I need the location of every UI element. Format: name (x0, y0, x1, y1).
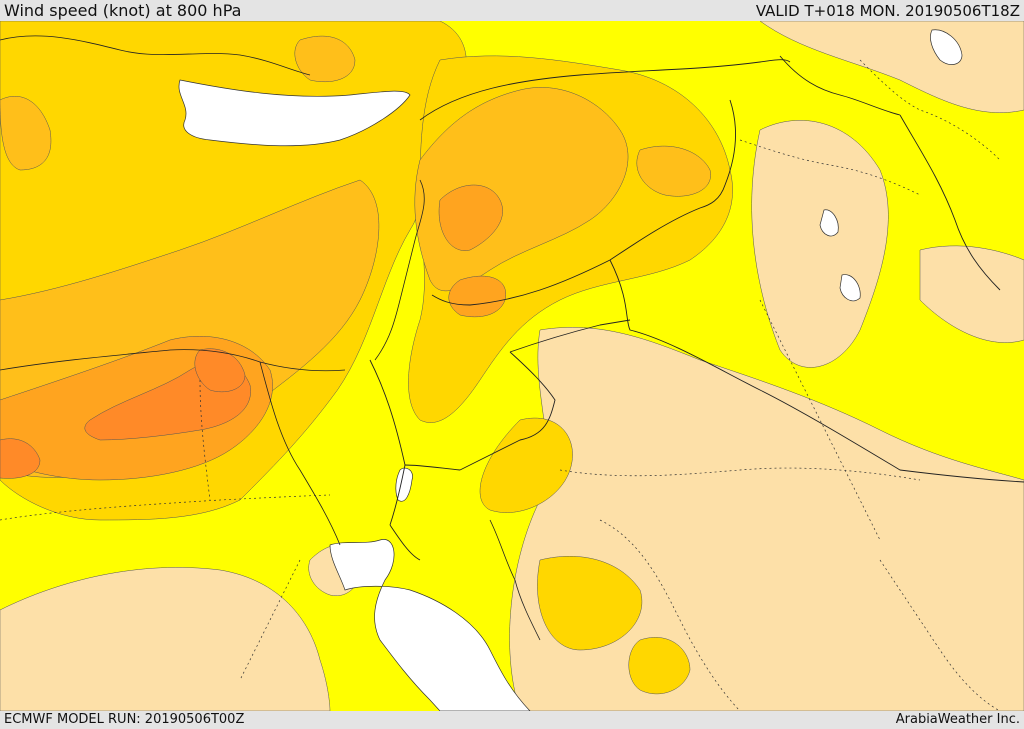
weather-map (0, 21, 1024, 711)
map-title: Wind speed (knot) at 800 hPa (4, 1, 242, 20)
footer-bar: ECMWF MODEL RUN: 20190506T00Z ArabiaWeat… (0, 711, 1024, 729)
valid-time: VALID T+018 MON. 20190506T18Z (755, 2, 1020, 20)
water-bodies (178, 29, 963, 711)
header-bar: Wind speed (knot) at 800 hPa VALID T+018… (0, 0, 1024, 21)
coastlines (0, 35, 541, 641)
model-run: ECMWF MODEL RUN: 20190506T00Z (4, 712, 245, 727)
country-borders (369, 55, 1024, 561)
strongest-wind-areas (0, 348, 251, 479)
credit-label: ArabiaWeather Inc. (895, 712, 1020, 727)
internal-boundaries (0, 59, 1001, 711)
